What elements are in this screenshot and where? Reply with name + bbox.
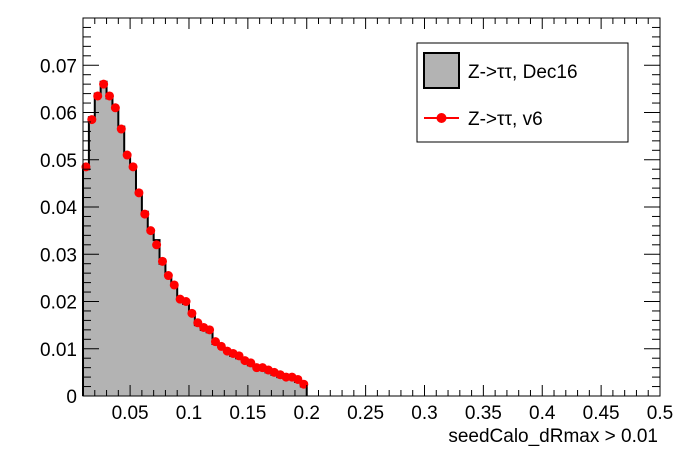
data-point xyxy=(104,91,114,101)
y-tick-label: 0 xyxy=(66,387,77,408)
data-point xyxy=(128,162,138,172)
data-point xyxy=(122,150,132,160)
x-tick-label: 0.1 xyxy=(176,403,202,424)
marker-layer xyxy=(81,79,309,389)
x-axis-ticks: 0.05 0.1 0.15 0.2 0.25 0.3 0.35 0.4 0.45 0.5 xyxy=(94,18,673,424)
data-point xyxy=(110,103,120,113)
y-axis-ticks: 0 0.01 0.02 0.03 0.04 0.05 0.06 0.07 xyxy=(40,26,660,408)
y-tick-label: 0.05 xyxy=(40,151,77,172)
x-tick-label: 0.2 xyxy=(294,403,320,424)
data-point xyxy=(152,240,162,250)
legend-label-v6: Z->ττ, v6 xyxy=(468,109,543,130)
y-tick-label: 0.02 xyxy=(40,293,77,314)
y-tick-label: 0.01 xyxy=(40,340,77,361)
x-tick-label: 0.5 xyxy=(647,403,673,424)
data-point xyxy=(140,209,150,219)
data-point xyxy=(146,226,156,236)
data-point xyxy=(134,188,144,198)
histogram-fill xyxy=(83,81,307,396)
x-tick-label: 0.45 xyxy=(583,403,620,424)
data-point xyxy=(169,280,179,290)
data-point xyxy=(93,91,103,101)
data-point xyxy=(187,308,197,318)
data-point xyxy=(163,271,173,281)
data-point xyxy=(99,79,109,89)
y-tick-label: 0.04 xyxy=(40,198,77,219)
x-tick-label: 0.35 xyxy=(465,403,502,424)
x-tick-label: 0.3 xyxy=(411,403,437,424)
y-tick-label: 0.06 xyxy=(40,104,77,125)
legend-label-dec16: Z->ττ, Dec16 xyxy=(468,62,578,83)
data-point xyxy=(205,325,215,335)
data-point xyxy=(87,115,97,125)
x-tick-label: 0.4 xyxy=(529,403,556,424)
x-tick-label: 0.25 xyxy=(347,403,384,424)
y-tick-label: 0.03 xyxy=(40,245,77,266)
data-point xyxy=(181,297,191,306)
y-tick-label: 0.07 xyxy=(40,56,77,77)
data-point xyxy=(157,256,167,266)
data-point xyxy=(116,124,126,134)
legend-marker-v6 xyxy=(436,113,447,123)
data-point xyxy=(299,379,309,389)
legend-swatch-dec16 xyxy=(423,52,460,89)
x-tick-label: 0.15 xyxy=(229,403,266,424)
x-tick-label: 0.05 xyxy=(112,403,149,424)
x-axis-title: seedCalo_dRmax > 0.01 xyxy=(448,426,658,447)
legend: Z->ττ, Dec16 Z->ττ, v6 xyxy=(416,42,629,143)
